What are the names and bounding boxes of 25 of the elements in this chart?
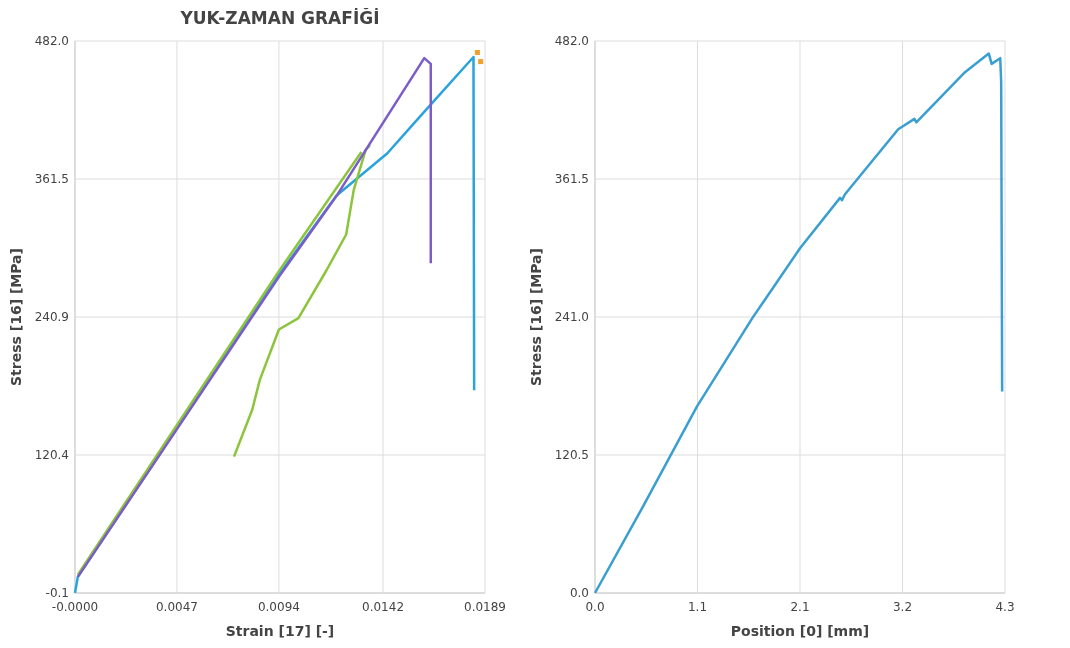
y-tick-label: 482.0: [34, 34, 69, 48]
chart-title: YUK-ZAMAN GRAFİĞİ: [179, 7, 380, 28]
x-tick-label: 4.3: [995, 600, 1015, 614]
y-tick-label: 482.0: [554, 34, 589, 48]
x-tick-label: -0.0000: [51, 600, 99, 614]
y-tick-label: 361.5: [554, 172, 589, 186]
x-tick-label: 0.0: [585, 600, 605, 614]
y-tick-label: 0.0: [569, 586, 589, 600]
x-tick-label: 0.0047: [155, 600, 198, 614]
y-tick-label: 241.0: [554, 310, 589, 324]
x-tick-label: 1.1: [687, 600, 708, 614]
x-tick-label: 3.2: [892, 600, 913, 614]
x-tick-label: 0.0094: [257, 600, 300, 614]
x-tick-label: 0.0142: [362, 600, 405, 614]
y-tick-label: 361.5: [34, 171, 69, 186]
y-axis-title: Stress [16] [MPa]: [528, 248, 544, 386]
y-tick-label: 240.9: [34, 310, 69, 325]
y-tick-label: -0.1: [45, 586, 69, 600]
y-tick-label: 120.4: [34, 448, 69, 463]
x-tick-label: 2.1: [790, 600, 810, 614]
y-tick-label: 120.5: [554, 448, 589, 462]
x-axis-title: Position [0] [mm]: [730, 623, 870, 639]
y-axis-title: Stress [16] [MPa]: [8, 248, 24, 386]
x-axis-title: Strain [17] [-]: [225, 623, 335, 639]
x-tick-label: 0.0189: [464, 600, 506, 614]
